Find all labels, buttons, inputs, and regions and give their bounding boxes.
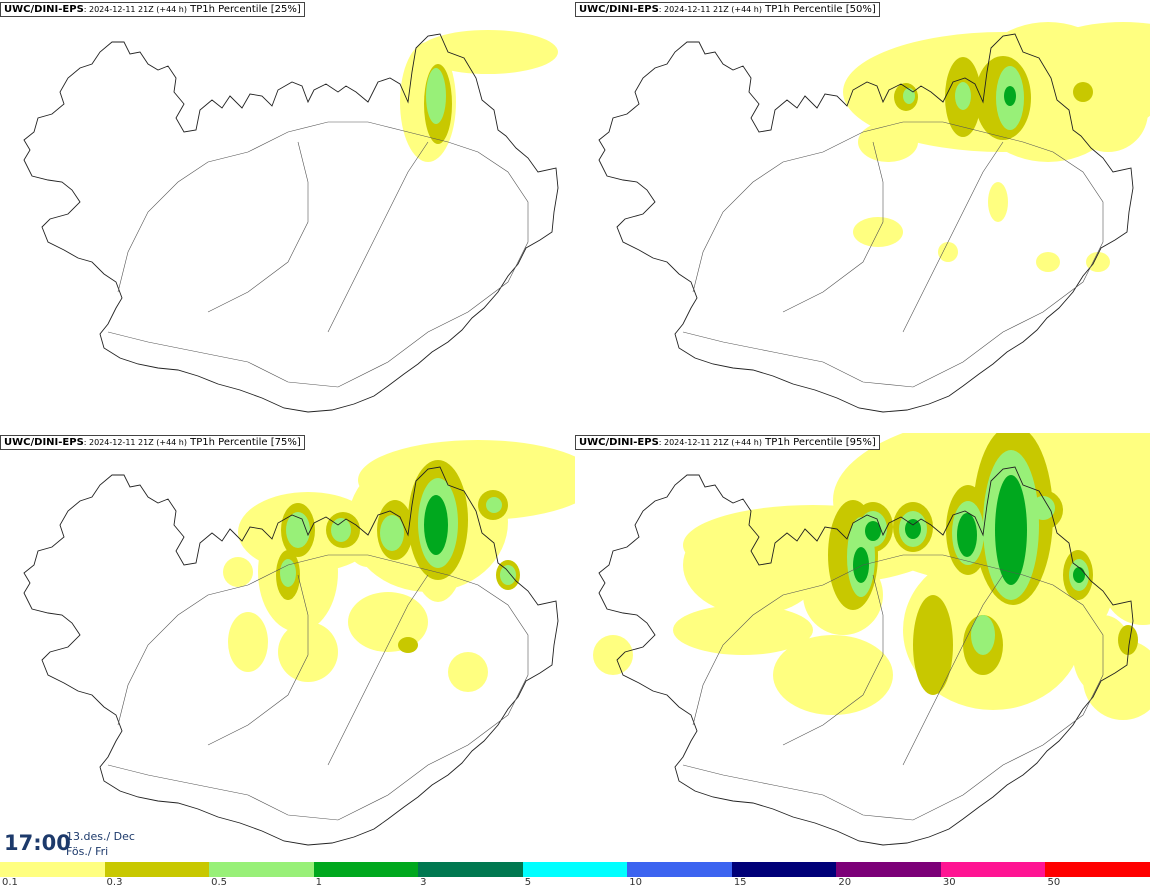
road-line — [107, 554, 529, 821]
road-line — [682, 121, 1104, 388]
precip-area — [418, 30, 558, 74]
precip-area — [593, 635, 633, 675]
precip-area — [424, 495, 448, 555]
coastline — [598, 466, 1134, 846]
precip-area — [486, 497, 502, 513]
road-line — [107, 121, 529, 388]
precip-area — [683, 515, 823, 615]
precip-area — [971, 615, 995, 655]
precip-area — [938, 242, 958, 262]
precip-area — [865, 521, 881, 541]
precip-area — [673, 605, 813, 655]
road-line — [902, 141, 1004, 333]
precip-area — [280, 559, 296, 587]
precip-area — [1036, 252, 1060, 272]
legend-label: 30 — [942, 877, 956, 888]
map-panel-p50: UWC/DINI-EPS: 2024-12-11 21Z (+44 h) TP1… — [575, 0, 1150, 430]
legend-swatch — [731, 862, 837, 877]
coastline — [23, 466, 559, 846]
legend-swatch — [836, 862, 941, 877]
legend-label: 0.1 — [2, 877, 18, 888]
precip-area — [853, 547, 869, 583]
legend-swatch — [522, 862, 628, 877]
precip-area — [1004, 86, 1016, 106]
road-line — [782, 141, 884, 313]
precip-area — [913, 595, 953, 695]
precip-area — [500, 565, 516, 585]
legend-label: 0.3 — [106, 877, 123, 888]
legend-label: 20 — [838, 877, 852, 888]
legend-swatch — [104, 862, 210, 877]
precip-area — [331, 518, 351, 542]
precip-area — [1031, 496, 1055, 520]
road-line — [207, 574, 309, 746]
precip-map — [598, 22, 1150, 413]
precip-area — [903, 88, 915, 104]
legend-label: 10 — [629, 877, 642, 888]
panel-title: UWC/DINI-EPS: 2024-12-11 21Z (+44 h) TP1… — [0, 2, 305, 17]
precip-area — [1086, 252, 1110, 272]
precip-area — [858, 122, 918, 162]
precip-map — [23, 440, 575, 846]
road-line — [902, 574, 1004, 766]
legend-label: 1 — [315, 877, 322, 888]
map-panel-p95: UWC/DINI-EPS: 2024-12-11 21Z (+44 h) TP1… — [575, 433, 1150, 863]
precip-area — [398, 637, 418, 653]
road-line — [207, 141, 309, 313]
legend-label: 15 — [733, 877, 747, 888]
panel-title: UWC/DINI-EPS: 2024-12-11 21Z (+44 h) TP1… — [0, 435, 305, 450]
precip-area — [223, 557, 253, 587]
legend-swatch — [0, 862, 105, 877]
precip-area — [286, 512, 310, 548]
road-line — [327, 574, 429, 766]
precip-map — [593, 433, 1150, 846]
precip-area — [905, 519, 921, 539]
road-line — [327, 141, 429, 333]
color-scale-labels: 0.1 0.3 0.5 1 3 5 10 15 20 30 50 — [0, 877, 1150, 891]
precip-area — [1073, 567, 1085, 583]
precip-area — [448, 652, 488, 692]
panel-title: UWC/DINI-EPS: 2024-12-11 21Z (+44 h) TP1… — [575, 435, 880, 450]
precip-area — [773, 635, 893, 715]
valid-time-clock: 17:00 — [4, 831, 71, 855]
road-line — [782, 574, 884, 746]
valid-date: 13.des./ Dec — [66, 830, 135, 843]
precip-area — [955, 82, 971, 110]
legend-label: 3 — [420, 877, 427, 888]
legend-swatch — [1045, 862, 1150, 877]
legend-swatch — [418, 862, 523, 877]
coastline — [23, 33, 559, 413]
legend-swatch — [940, 862, 1046, 877]
precip-map — [23, 30, 559, 413]
color-scale-legend — [0, 862, 1150, 877]
precip-area — [228, 612, 268, 672]
precip-area — [995, 475, 1027, 585]
precip-area — [1073, 82, 1093, 102]
map-panel-p75: UWC/DINI-EPS: 2024-12-11 21Z (+44 h) TP1… — [0, 433, 575, 863]
legend-swatch — [209, 862, 314, 877]
legend-swatch — [313, 862, 419, 877]
precip-area — [1118, 625, 1138, 655]
legend-label: 5 — [524, 877, 532, 888]
precip-area — [426, 68, 446, 124]
valid-weekday: Fös./ Fri — [66, 845, 109, 858]
legend-label: 50 — [1047, 877, 1061, 888]
precip-area — [957, 513, 977, 557]
legend-label: 0.5 — [211, 877, 227, 888]
panel-title: UWC/DINI-EPS: 2024-12-11 21Z (+44 h) TP1… — [575, 2, 880, 17]
precip-area — [988, 182, 1008, 222]
precip-area — [380, 515, 404, 551]
road-line — [682, 554, 1104, 821]
map-panel-p25: UWC/DINI-EPS: 2024-12-11 21Z (+44 h) TP1… — [0, 0, 575, 430]
coastline — [598, 33, 1134, 413]
legend-swatch — [627, 862, 732, 877]
